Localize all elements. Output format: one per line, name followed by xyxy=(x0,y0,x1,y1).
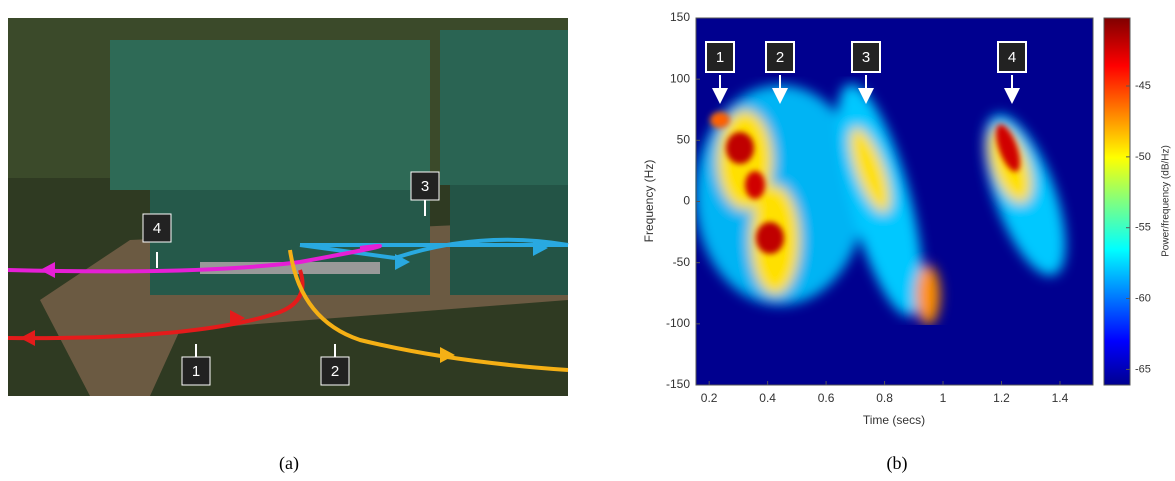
y-tick-label: 50 xyxy=(677,133,691,147)
x-tick-label: 0.2 xyxy=(701,391,718,405)
y-tick-label: -150 xyxy=(666,377,690,391)
annotation: 3 xyxy=(862,49,870,66)
colorbar-label: Power/frequency (dB/Hz) xyxy=(1161,145,1172,257)
x-tick-label: 0.4 xyxy=(759,391,776,405)
colorbar-tick-label: -50 xyxy=(1135,151,1151,163)
photo-labels: 4 3 1 2 xyxy=(142,171,440,386)
photo xyxy=(7,18,569,396)
caption: (b) xyxy=(887,453,908,474)
x-tick-label: 0.8 xyxy=(876,391,893,405)
colorbar xyxy=(1103,17,1131,386)
y-tick-label: 150 xyxy=(670,10,690,24)
y-tick-label: -50 xyxy=(673,255,691,269)
y-tick-label: 100 xyxy=(670,71,690,85)
label: 1 xyxy=(192,363,200,380)
x-tick-label: 0.6 xyxy=(818,391,835,405)
label: 2 xyxy=(331,363,339,380)
label: 4 xyxy=(153,220,161,237)
y-tick-label: 0 xyxy=(683,194,690,208)
y-tick-label: -100 xyxy=(666,316,690,330)
x-tick-label: 1.2 xyxy=(993,391,1010,405)
annotations xyxy=(705,41,1027,104)
caption: (a) xyxy=(279,453,299,474)
label: 3 xyxy=(421,178,429,195)
colorbar-tick-label: -45 xyxy=(1135,80,1151,92)
x-tick-label: 1 xyxy=(940,391,947,405)
spectrogram xyxy=(695,76,1082,325)
annotation: 4 xyxy=(1008,49,1016,66)
annotation: 2 xyxy=(776,49,784,66)
y-axis-label: Frequency (Hz) xyxy=(642,160,656,243)
colorbar-tick-label: -60 xyxy=(1135,292,1151,304)
x-tick-label: 1.4 xyxy=(1052,391,1069,405)
annotation: 1 xyxy=(716,49,724,66)
x-axis-label: Time (secs) xyxy=(863,413,925,427)
colorbar-tick-label: -55 xyxy=(1135,222,1151,234)
colorbar-tick-label: -65 xyxy=(1135,363,1151,375)
